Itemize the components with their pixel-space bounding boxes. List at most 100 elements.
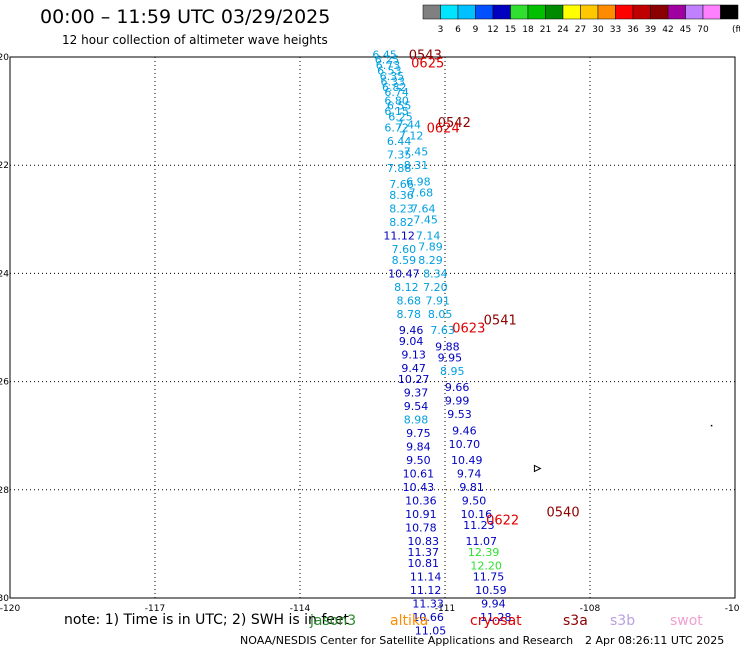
colorbar-swatch <box>457 4 476 20</box>
track-label: 0541 <box>484 313 517 328</box>
swh-value-label: 6.15 <box>384 105 409 118</box>
legend-altika: altika <box>390 613 429 629</box>
swh-value-label: 10.59 <box>475 584 507 597</box>
swh-value-label: 10.16 <box>461 508 493 521</box>
swh-value-label: 10.43 <box>403 481 435 494</box>
track-label: 0622 <box>486 514 519 529</box>
track-label: 0543 <box>409 48 442 63</box>
colorbar-swatch <box>615 4 634 20</box>
colorbar-swatch <box>545 4 564 20</box>
swh-value-label: 10.36 <box>405 495 437 508</box>
chart-subtitle: 12 hour collection of altimeter wave hei… <box>62 33 328 47</box>
colorbar-label: 12 <box>487 25 498 35</box>
swh-value-label: 6.25 <box>388 111 413 124</box>
swh-value-label: 9.53 <box>447 408 472 421</box>
swh-value-label: 11.33 <box>412 597 444 610</box>
footnote: note: 1) Time is in UTC; 2) SWH is in fe… <box>64 612 350 628</box>
swh-value-label: 9.84 <box>406 441 431 454</box>
swh-value-label: 7.63 <box>430 324 455 337</box>
swh-value-label: 11.23 <box>463 519 495 532</box>
swh-value-label: 8.36 <box>389 189 414 202</box>
swh-value-label: 6.74 <box>384 86 409 99</box>
swh-value-label: 11.12 <box>410 584 442 597</box>
track-label: 0623 <box>452 322 485 337</box>
swh-value-label: 8.78 <box>397 308 422 321</box>
colorbar-swatch <box>440 4 459 20</box>
swh-value-label: 9.04 <box>399 335 424 348</box>
colorbar-label: 3 <box>438 25 444 35</box>
swh-value-label: 7.89 <box>418 240 443 253</box>
swh-value-label: 6.55 <box>387 100 412 113</box>
y-tick-label: -30 <box>0 594 9 604</box>
swh-value-label: 10.70 <box>449 438 481 451</box>
swh-value-label: 6.44 <box>387 135 412 148</box>
y-tick-label: -22 <box>0 161 9 171</box>
swh-value-label: 9.50 <box>462 495 487 508</box>
swh-value-label: 6.82 <box>382 81 407 94</box>
swh-value-label: 7.60 <box>392 243 417 256</box>
colorbar-label: 27 <box>575 25 586 35</box>
swh-value-label: 9.46 <box>399 324 424 337</box>
swh-value-label: 7.64 <box>411 202 436 215</box>
colorbar-swatch <box>667 4 686 20</box>
swh-value-label: 9.37 <box>404 386 429 399</box>
swh-value-label: 9.95 <box>438 351 463 364</box>
swh-value-label: 9.54 <box>404 400 429 413</box>
swh-value-label: 11.75 <box>473 570 505 583</box>
colorbar-label: 15 <box>505 25 516 35</box>
swh-value-label: 10.61 <box>403 468 435 481</box>
colorbar-label: 33 <box>610 25 621 35</box>
swh-value-label: 6.73 <box>376 59 401 72</box>
swh-value-label: 6.98 <box>406 175 431 188</box>
swh-value-label: 6.45 <box>372 48 397 61</box>
swh-value-label: 9.74 <box>457 468 482 481</box>
x-tick-label: -114 <box>290 604 311 614</box>
track-label: 0542 <box>438 116 471 131</box>
colorbar-swatch <box>527 4 546 20</box>
swh-value-label: 11.07 <box>466 535 498 548</box>
swh-value-label: 8.82 <box>389 216 414 229</box>
swh-value-label: 7.91 <box>426 294 451 307</box>
swh-value-label: 6.25 <box>375 54 400 67</box>
colorbar-label: 21 <box>540 25 551 35</box>
swh-value-label: 10.66 <box>412 611 444 624</box>
colorbar-swatch <box>422 4 441 20</box>
swh-value-label: 12.20 <box>470 560 502 573</box>
credit-line: NOAA/NESDIS Center for Satellite Applica… <box>240 634 574 647</box>
legend-cryosat: cryosat <box>470 613 522 629</box>
swh-value-label: 7.20 <box>423 281 448 294</box>
legend-jason3: jason3 <box>310 613 357 629</box>
x-tick-label: -105 <box>725 604 740 614</box>
colorbar-swatch <box>580 4 599 20</box>
colorbar-swatch <box>597 4 616 20</box>
swh-value-label: 10.49 <box>451 454 483 467</box>
swh-value-label: 7.45 <box>404 146 429 159</box>
legend-s3b: s3b <box>610 613 636 629</box>
swh-value-label: 8.12 <box>394 281 419 294</box>
swh-value-label: 11.12 <box>383 230 415 243</box>
swh-value-label: 7.14 <box>416 230 441 243</box>
colorbar-label: 30 <box>592 25 604 35</box>
colorbar-swatch <box>720 4 739 20</box>
swh-value-label: 7.68 <box>409 186 434 199</box>
swh-value-label: 6.72 <box>384 121 409 134</box>
swh-value-label: 9.75 <box>406 427 431 440</box>
swh-value-label: 9.66 <box>445 381 470 394</box>
swh-value-label: 6.35 <box>380 70 405 83</box>
swh-value-label: 8.59 <box>392 254 417 267</box>
swh-value-label: 10.83 <box>408 535 440 548</box>
legend-swot: swot <box>670 613 703 629</box>
swh-value-label: 11.14 <box>410 570 442 583</box>
x-tick-label: -117 <box>145 604 165 614</box>
swh-value-label: 9.47 <box>401 362 426 375</box>
swh-value-label: 10.91 <box>405 508 437 521</box>
swh-value-label: 10.27 <box>398 373 430 386</box>
swh-value-label: 9.46 <box>452 424 477 437</box>
swh-value-label: 11.37 <box>408 546 440 559</box>
colorbar-swatch <box>702 4 721 20</box>
swh-value-label: 10.81 <box>408 557 440 570</box>
swh-value-label: 8.05 <box>428 308 453 321</box>
track-label: 0540 <box>547 505 580 520</box>
swh-value-label: 7.88 <box>387 162 412 175</box>
